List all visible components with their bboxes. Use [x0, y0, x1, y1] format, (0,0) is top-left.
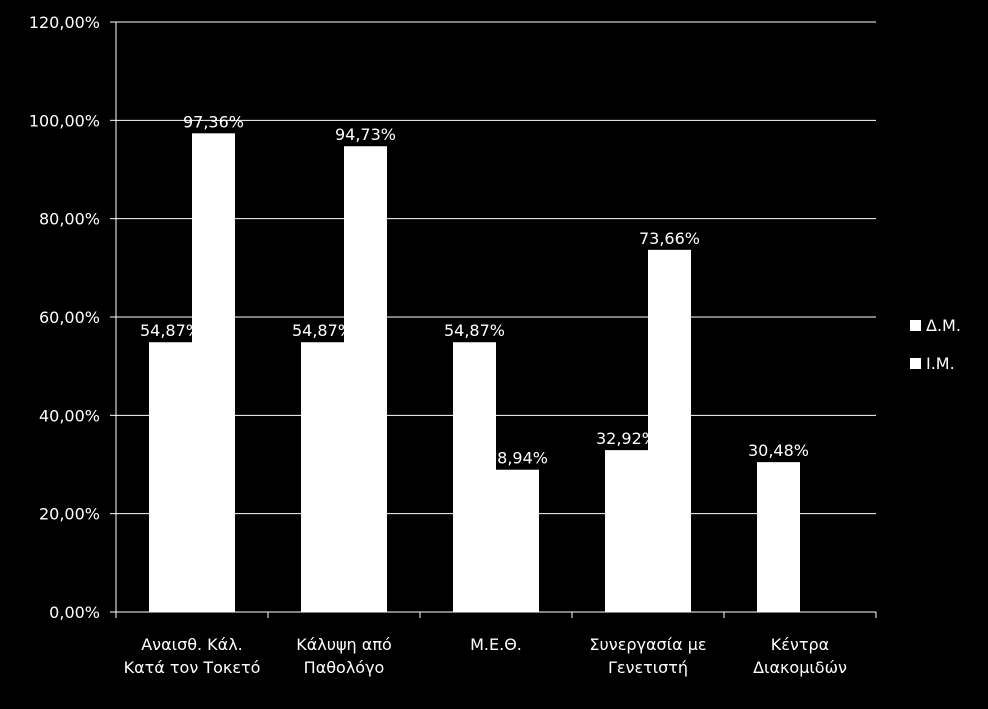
bar-series-1: [757, 462, 800, 612]
data-label: 54,87%: [292, 321, 353, 340]
data-label: 32,92%: [596, 429, 657, 448]
y-tick-label: 0,00%: [49, 603, 100, 622]
y-tick-label: 120,00%: [29, 13, 100, 32]
x-category-label: Κάλυψη από Παθολόγο: [296, 635, 392, 677]
data-label: 97,36%: [183, 112, 244, 131]
data-label: 28,94%: [487, 449, 548, 468]
x-category-label-line: Κατά τον Τοκετό: [124, 658, 261, 677]
data-label: 30,48%: [748, 441, 809, 460]
data-label: 54,87%: [140, 321, 201, 340]
x-category-label-line: Αναισθ. Κάλ.: [141, 635, 243, 654]
bar-series-2: [496, 469, 539, 612]
x-category-label-line: Συνεργασία με: [589, 635, 706, 654]
grid-lines: [116, 21, 876, 515]
x-category-label: Αναισθ. Κάλ. Κατά τον Τοκετό: [124, 635, 261, 677]
legend-label: Ι.Μ.: [926, 354, 955, 373]
data-labels: 54,87% 54,87% 54,87% 32,92% 30,48% 97,36% 94,7…: [140, 112, 809, 467]
x-category-label-line: Παθολόγο: [304, 658, 385, 677]
bars: [149, 133, 800, 613]
y-tick-label: 40,00%: [39, 406, 100, 425]
axes: 0,00% 20,00% 40,00% 60,00% 80,00% 100,00% 120,…: [29, 13, 877, 677]
x-category-label-line: Γενετιστή: [608, 658, 688, 677]
x-category-label-line: Κάλυψη από: [296, 635, 392, 654]
bar-series-2: [648, 249, 691, 613]
x-category-label-line: Κέντρα: [771, 635, 829, 654]
legend-label: Δ.Μ.: [926, 316, 961, 335]
y-tick-label: 20,00%: [39, 505, 100, 524]
y-tick-label: 80,00%: [39, 210, 100, 229]
y-tick-label: 100,00%: [29, 111, 100, 130]
x-category-label-line: Διακομιδών: [753, 658, 847, 677]
bar-series-2: [344, 146, 387, 612]
x-category-label: Μ.Ε.Θ.: [470, 635, 522, 654]
bar-series-2: [192, 133, 235, 612]
legend: Δ.Μ. Ι.Μ.: [910, 316, 961, 373]
x-category-label-line: Μ.Ε.Θ.: [470, 635, 522, 654]
data-label: 73,66%: [639, 229, 700, 248]
x-category-label: Κέντρα Διακομιδών: [753, 635, 847, 677]
data-label: 94,73%: [335, 125, 396, 144]
bar-series-1: [605, 450, 648, 612]
data-label: 54,87%: [444, 321, 505, 340]
x-category-label: Συνεργασία με Γενετιστή: [589, 635, 706, 677]
legend-swatch: [910, 320, 921, 331]
bar-series-1: [453, 342, 496, 612]
legend-swatch: [910, 358, 921, 369]
bar-series-1: [149, 342, 192, 612]
y-tick-label: 60,00%: [39, 308, 100, 327]
bar-series-1: [301, 342, 344, 612]
